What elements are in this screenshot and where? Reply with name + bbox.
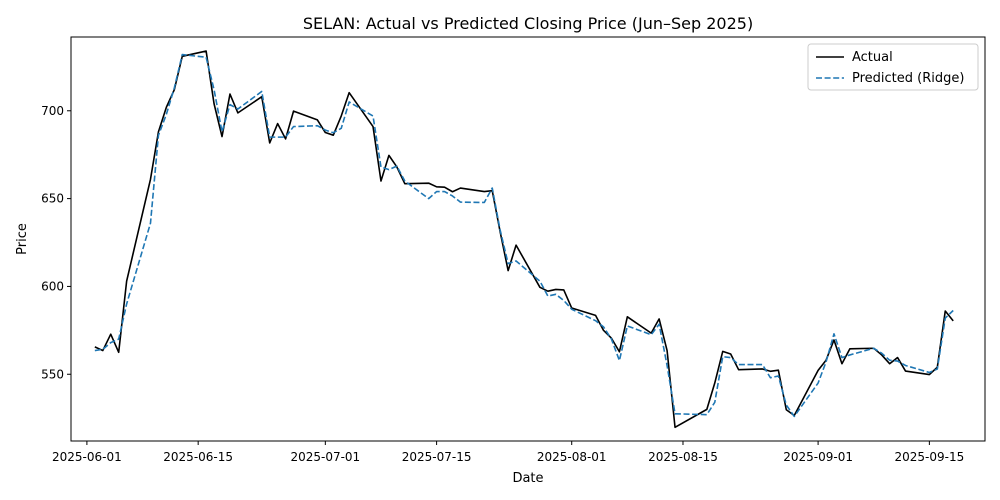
y-tick-label: 650 <box>41 192 64 206</box>
y-tick-label: 600 <box>41 279 64 293</box>
series-line-actual <box>94 50 954 429</box>
x-tick-label: 2025-06-01 <box>52 450 122 464</box>
x-tick-label: 2025-09-15 <box>894 450 964 464</box>
x-tick-label: 2025-08-01 <box>537 450 607 464</box>
plot-frame <box>70 36 986 442</box>
y-axis: 550 600 650 700 <box>41 104 71 381</box>
x-axis-label: Date <box>512 471 543 486</box>
x-axis: 2025-06-01 2025-06-15 2025-07-01 2025-07-15… <box>52 441 964 464</box>
x-tick-label: 2025-07-01 <box>290 450 360 464</box>
legend: Actual Predicted (Ridge) <box>807 43 979 91</box>
y-tick-label: 550 <box>41 367 64 381</box>
x-tick-label: 2025-08-15 <box>648 450 718 464</box>
x-tick-label: 2025-07-15 <box>402 450 472 464</box>
legend-label-actual: Actual <box>852 50 893 65</box>
legend-box <box>807 43 979 91</box>
series-line-predicted <box>94 53 954 418</box>
legend-label-predicted: Predicted (Ridge) <box>852 71 964 86</box>
y-tick-label: 700 <box>41 104 64 118</box>
x-tick-label: 2025-09-01 <box>783 450 853 464</box>
y-axis-label: Price <box>15 223 30 255</box>
chart-title: SELAN: Actual vs Predicted Closing Price… <box>303 14 753 33</box>
plot-area <box>94 50 954 429</box>
x-tick-label: 2025-06-15 <box>163 450 233 464</box>
